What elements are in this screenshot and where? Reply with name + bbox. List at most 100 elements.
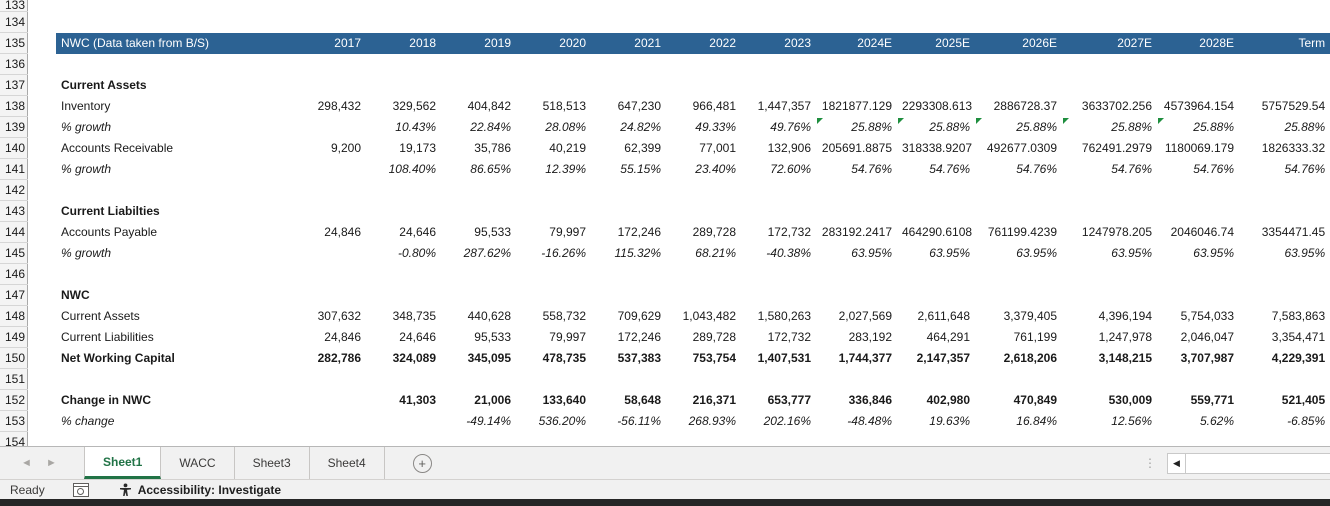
- label-cell[interactable]: NWC: [61, 288, 90, 302]
- cell[interactable]: [366, 285, 441, 306]
- cell[interactable]: 3,707,987: [1180, 351, 1234, 365]
- row-header-149[interactable]: 149: [0, 326, 28, 348]
- cell[interactable]: 7,583,863: [1271, 309, 1326, 323]
- cell[interactable]: 25.88%: [816, 117, 897, 138]
- cell[interactable]: [1062, 75, 1157, 96]
- cell-a154[interactable]: [27, 431, 56, 448]
- cell[interactable]: 63.95%: [929, 246, 970, 260]
- cell[interactable]: [975, 75, 1062, 96]
- cell[interactable]: 10.43%: [395, 120, 436, 134]
- cell[interactable]: 24,646: [399, 330, 436, 344]
- cell[interactable]: 62,399: [624, 141, 661, 155]
- row-header-134[interactable]: 134: [0, 11, 28, 33]
- cell[interactable]: 95,533: [474, 225, 511, 239]
- cell[interactable]: [441, 75, 516, 96]
- cell[interactable]: 1,744,377: [838, 351, 892, 365]
- cell[interactable]: -56.11%: [617, 414, 661, 428]
- year-header-2027E[interactable]: 2027E: [1062, 32, 1157, 54]
- cell[interactable]: 402,980: [926, 393, 970, 407]
- row-header-148[interactable]: 148: [0, 305, 28, 327]
- cell[interactable]: 35,786: [474, 141, 511, 155]
- cell[interactable]: 12.39%: [545, 162, 586, 176]
- cell[interactable]: 58,648: [624, 393, 661, 407]
- cell[interactable]: [516, 75, 591, 96]
- cell[interactable]: [516, 285, 591, 306]
- tab-scroll-left-icon[interactable]: ◄: [21, 457, 32, 469]
- cell[interactable]: 115.32%: [614, 246, 661, 260]
- cell[interactable]: 25.88%: [1062, 117, 1157, 138]
- cell[interactable]: 133,640: [542, 393, 586, 407]
- cell-a136[interactable]: [27, 53, 56, 75]
- cell[interactable]: [1239, 285, 1330, 306]
- cell[interactable]: 25.88%: [1284, 120, 1326, 134]
- cell[interactable]: 2046046.74: [1170, 225, 1234, 239]
- cell[interactable]: -16.26%: [541, 246, 586, 260]
- cell[interactable]: -49.14%: [466, 414, 511, 428]
- cell[interactable]: 79,997: [549, 330, 586, 344]
- cell[interactable]: 318338.9207: [902, 141, 973, 155]
- cell[interactable]: 68.21%: [695, 246, 736, 260]
- cell[interactable]: 25.88%: [1157, 117, 1239, 138]
- cell[interactable]: [301, 159, 366, 180]
- year-header-2025E[interactable]: 2025E: [897, 32, 975, 54]
- cell[interactable]: [591, 75, 666, 96]
- cell[interactable]: 54.76%: [1111, 162, 1152, 176]
- cell[interactable]: 28.08%: [545, 120, 586, 134]
- cell[interactable]: 4,396,194: [1098, 309, 1152, 323]
- year-header-2028E[interactable]: 2028E: [1157, 32, 1239, 54]
- year-header-2018[interactable]: 2018: [366, 32, 441, 54]
- cell[interactable]: 24,846: [324, 225, 361, 239]
- cell[interactable]: 283192.2417: [821, 225, 892, 239]
- macro-record-icon[interactable]: [72, 482, 89, 497]
- cell[interactable]: 95,533: [474, 330, 511, 344]
- year-header-2023[interactable]: 2023: [741, 32, 816, 54]
- cell[interactable]: 1,043,482: [682, 309, 736, 323]
- cell[interactable]: [301, 117, 366, 138]
- cell-a149[interactable]: [27, 326, 56, 348]
- cell[interactable]: [1062, 201, 1157, 222]
- cell[interactable]: 559,771: [1190, 393, 1234, 407]
- cell[interactable]: 287.62%: [463, 246, 511, 260]
- cell[interactable]: -48.48%: [847, 414, 892, 428]
- cell[interactable]: 761,199: [1013, 330, 1057, 344]
- cell-a145[interactable]: [27, 242, 56, 264]
- cell[interactable]: 558,732: [542, 309, 586, 323]
- row-header-144[interactable]: 144: [0, 221, 28, 243]
- cell[interactable]: 289,728: [692, 330, 736, 344]
- cell[interactable]: 86.65%: [470, 162, 511, 176]
- cell[interactable]: 9,200: [330, 141, 361, 155]
- cell[interactable]: 54.76%: [851, 162, 892, 176]
- cell[interactable]: 283,192: [848, 330, 892, 344]
- cell[interactable]: [591, 285, 666, 306]
- cell[interactable]: [301, 390, 366, 411]
- blank-row-cells[interactable]: [56, 12, 1330, 33]
- row-header-142[interactable]: 142: [0, 179, 28, 201]
- cell[interactable]: 216,371: [692, 393, 736, 407]
- row-header-136[interactable]: 136: [0, 53, 28, 75]
- tab-sheet1[interactable]: Sheet1: [84, 447, 162, 479]
- cell[interactable]: 5.62%: [1199, 414, 1234, 428]
- cell[interactable]: 79,997: [549, 225, 586, 239]
- cell[interactable]: 19,173: [399, 141, 436, 155]
- row-header-138[interactable]: 138: [0, 95, 28, 117]
- cell[interactable]: [741, 285, 816, 306]
- cell[interactable]: 72.60%: [770, 162, 811, 176]
- cell-a144[interactable]: [27, 221, 56, 243]
- cell-a135[interactable]: [27, 32, 56, 54]
- cell[interactable]: 63.95%: [1284, 246, 1326, 260]
- cell[interactable]: [301, 243, 366, 264]
- year-header-Term[interactable]: Term: [1239, 32, 1330, 54]
- cell[interactable]: [741, 75, 816, 96]
- year-header-2021[interactable]: 2021: [591, 32, 666, 54]
- row-header-139[interactable]: 139: [0, 116, 28, 138]
- blank-row-cells[interactable]: [56, 180, 1330, 201]
- year-header-2017[interactable]: 2017: [301, 32, 366, 54]
- tab-sheet4[interactable]: Sheet4: [310, 447, 385, 479]
- cell-a146[interactable]: [27, 263, 56, 285]
- cell[interactable]: [301, 75, 366, 96]
- year-header-2020[interactable]: 2020: [516, 32, 591, 54]
- cell[interactable]: 172,246: [617, 225, 661, 239]
- cell[interactable]: 24,646: [399, 225, 436, 239]
- label-cell[interactable]: Current Liabilities: [61, 330, 154, 344]
- cell-a142[interactable]: [27, 179, 56, 201]
